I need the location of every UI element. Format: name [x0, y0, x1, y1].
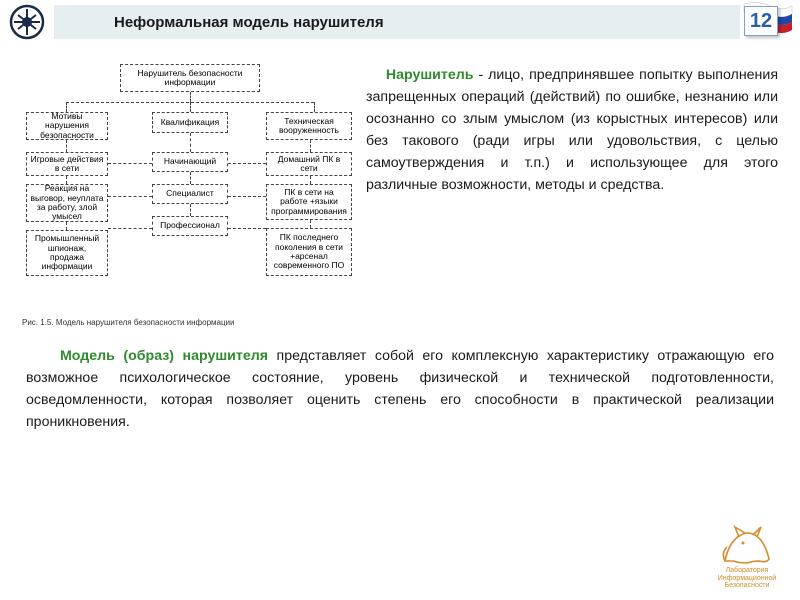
leaf-2-2: ПК последнего поколения в сети +арсенал … [266, 228, 352, 276]
model-def-term: Модель (образ) нарушителя [60, 348, 268, 364]
leaf-0-0: Игровые действия в сети [26, 152, 108, 176]
page-title: Неформальная модель нарушителя [54, 5, 740, 39]
content-row: Нарушитель безопасности информации Мотив… [0, 44, 800, 327]
intruder-model-diagram: Нарушитель безопасности информации Мотив… [22, 64, 352, 314]
leaf-0-1: Реакция на выговор, неуплата за работу, … [26, 184, 108, 222]
leaf-1-2: Профессионал [152, 216, 228, 236]
branch-head-0: Мотивы нарушения безопасности [26, 112, 108, 140]
model-definition-text: Модель (образ) нарушителя представляет с… [0, 327, 800, 433]
logo-icon [0, 0, 54, 44]
diagram-caption: Рис. 1.5. Модель нарушителя безопасности… [22, 318, 352, 327]
definition-body: - лицо, предпринявшее попытку выполнения… [366, 67, 778, 193]
corner-logo-text: Лаборатория Информационной Безопасности [708, 567, 786, 590]
leaf-0-2: Промышленный шпионаж, продажа информации [26, 230, 108, 276]
corner-logo: Лаборатория Информационной Безопасности [708, 521, 786, 590]
leaf-2-1: ПК в сети на работе +языки программирова… [266, 184, 352, 220]
definition-term: Нарушитель [386, 67, 474, 83]
diagram-root: Нарушитель безопасности информации [120, 64, 260, 92]
leaf-1-0: Начинающий [152, 152, 228, 172]
leaf-1-1: Специалист [152, 184, 228, 204]
leaf-2-0: Домашний ПК в сети [266, 152, 352, 176]
definition-text: Нарушитель - лицо, предпринявшее попытку… [366, 64, 778, 327]
diagram-column: Нарушитель безопасности информации Мотив… [22, 64, 352, 327]
branch-head-2: Техническая вооруженность [266, 112, 352, 140]
header: Неформальная модель нарушителя 12 [0, 0, 800, 44]
fox-icon [719, 521, 775, 565]
slide-number: 12 [744, 6, 778, 36]
branch-head-1: Квалификация [152, 112, 228, 133]
